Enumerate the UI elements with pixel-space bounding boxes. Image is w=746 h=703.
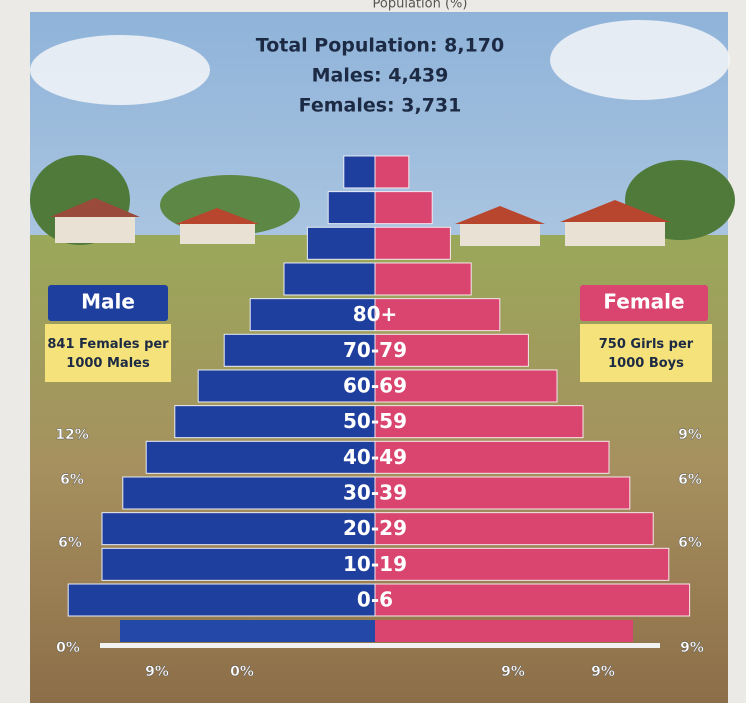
male-note-box <box>45 324 171 382</box>
age-label: 30-39 <box>343 480 407 504</box>
bar-female <box>375 513 653 545</box>
bar-female <box>375 477 630 509</box>
bottom-strip <box>100 620 660 648</box>
bar-female <box>375 263 471 295</box>
stat-line: Total Population: 8,170 <box>256 35 504 57</box>
infographic: Population (%) 0-6 10-19 20-29 30-39 40-49 50… <box>0 0 746 703</box>
age-label: 70-79 <box>343 338 407 362</box>
bar-male <box>123 477 375 509</box>
axis-label: 9% <box>678 427 702 443</box>
axis-label: 12% <box>55 427 89 443</box>
age-label: 0-6 <box>357 588 393 612</box>
stat-line: Females: 3,731 <box>299 95 462 117</box>
bar-female <box>375 156 409 188</box>
axis-label: 6% <box>58 535 82 551</box>
bar-male <box>344 156 375 188</box>
cloud <box>550 20 730 100</box>
bar-female <box>375 192 432 224</box>
bar-female <box>375 584 690 616</box>
bar-male <box>284 263 375 295</box>
age-label: 50-59 <box>343 409 407 433</box>
axis-label: 6% <box>60 472 84 488</box>
axis-label: 0% <box>230 664 254 680</box>
bar-male <box>328 192 375 224</box>
bar-male <box>68 584 375 616</box>
bar-male <box>102 548 375 580</box>
age-label: 10-19 <box>343 552 407 576</box>
bar-male <box>146 441 375 473</box>
bar-female <box>375 441 609 473</box>
cloud <box>30 35 210 105</box>
age-label: 20-29 <box>343 516 407 540</box>
axis-label: 9% <box>145 664 169 680</box>
axis-label: 9% <box>501 664 525 680</box>
axis-label: 6% <box>678 535 702 551</box>
axis-label: 0% <box>56 640 80 656</box>
bar-male <box>307 227 375 259</box>
age-label: 40-49 <box>343 445 407 469</box>
legend-male: Male <box>81 290 135 314</box>
bar-male <box>102 513 375 545</box>
legend-female: Female <box>603 290 684 314</box>
age-label: 60-69 <box>343 373 407 397</box>
chart-title: Population (%) <box>373 0 468 12</box>
bar-female <box>375 548 669 580</box>
axis-label: 6% <box>678 472 702 488</box>
bar-female <box>375 227 450 259</box>
age-label: 80+ <box>353 302 398 326</box>
female-note-box <box>580 324 712 382</box>
stat-line: Males: 4,439 <box>312 65 449 87</box>
axis-label: 9% <box>591 664 615 680</box>
axis-label: 9% <box>680 640 704 656</box>
